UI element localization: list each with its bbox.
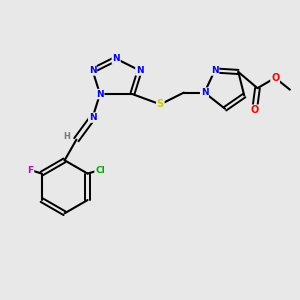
Text: N: N bbox=[112, 54, 120, 63]
Text: S: S bbox=[157, 99, 164, 110]
Text: F: F bbox=[27, 166, 34, 175]
Text: O: O bbox=[271, 73, 279, 83]
Text: N: N bbox=[89, 66, 96, 75]
Text: N: N bbox=[96, 90, 104, 99]
Text: Cl: Cl bbox=[95, 166, 105, 175]
Text: N: N bbox=[136, 66, 143, 75]
Text: N: N bbox=[211, 66, 219, 75]
Text: H: H bbox=[64, 132, 70, 141]
Text: N: N bbox=[201, 88, 208, 97]
Text: O: O bbox=[250, 105, 259, 115]
Text: N: N bbox=[89, 113, 96, 122]
